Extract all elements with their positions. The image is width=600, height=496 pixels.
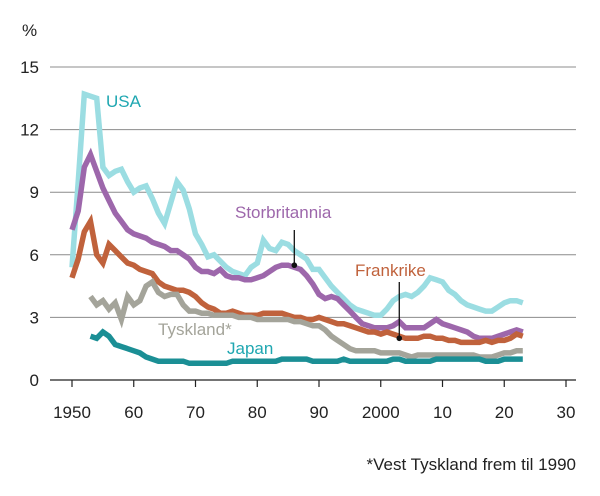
y-tick-label: 0 [30, 371, 39, 390]
x-tick-label: 60 [124, 403, 143, 422]
x-tick-label: 1950 [53, 403, 91, 422]
y-tick-label: 12 [20, 121, 39, 140]
series-line-tyskland [88, 277, 523, 360]
series-line-usa [69, 90, 524, 319]
annotations [291, 230, 403, 342]
x-tick-label: 70 [186, 403, 205, 422]
annotation-pointer-frankrike-dot [396, 335, 403, 342]
y-tick-label: 15 [20, 58, 39, 77]
series-line-japan [89, 328, 523, 367]
x-tick-label: 90 [310, 403, 329, 422]
x-tick-label: 2000 [362, 403, 400, 422]
y-axis-unit-label: % [22, 21, 37, 40]
footnote: *Vest Tyskland frem til 1990 [367, 455, 576, 474]
x-tick-label: 10 [433, 403, 452, 422]
series-label-usa: USA [106, 92, 142, 111]
series-line-storbritannia [69, 147, 524, 342]
series-label-storbritannia: Storbritannia [235, 203, 332, 222]
series-lines [69, 90, 524, 367]
annotation-pointer-storbritannia-dot [291, 262, 298, 269]
x-tick-label: 20 [495, 403, 514, 422]
x-axis-ticks: 1950 60 70 80 90 2000 10 20 30 [53, 380, 575, 422]
series-label-japan: Japan [227, 339, 273, 358]
y-axis-ticks: 0 3 6 9 12 15 [20, 58, 39, 390]
x-tick-label: 80 [248, 403, 267, 422]
y-tick-label: 3 [30, 308, 39, 327]
series-label-frankrike: Frankrike [355, 261, 426, 280]
series-label-tyskland: Tyskland* [158, 320, 232, 339]
y-tick-label: 9 [30, 183, 39, 202]
y-tick-label: 6 [30, 246, 39, 265]
series-line-frankrike [69, 213, 524, 346]
x-tick-label: 30 [557, 403, 576, 422]
